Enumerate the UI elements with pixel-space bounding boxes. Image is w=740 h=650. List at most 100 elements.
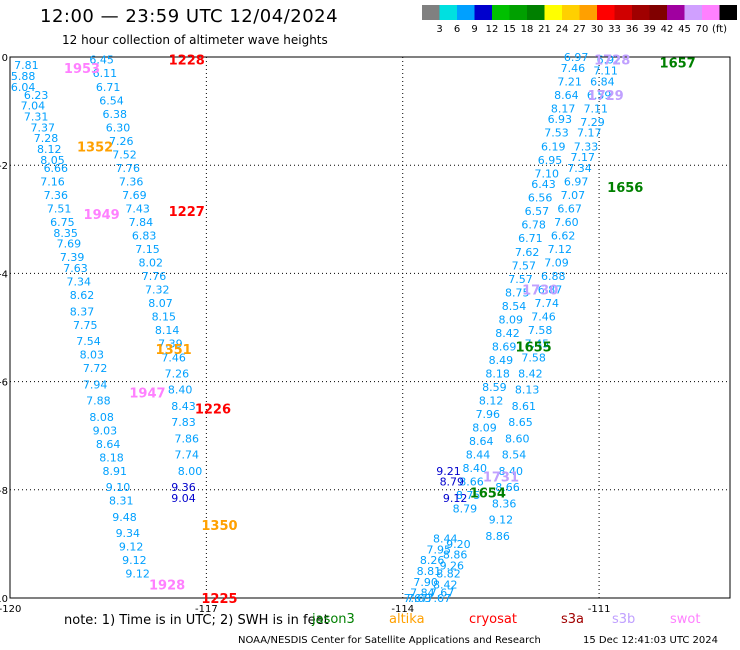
sat-jason3: jason3 — [312, 612, 355, 627]
wave-height-point: 7.11 — [593, 65, 618, 78]
y-tick-label: -4 — [0, 269, 8, 280]
scale-label: 39 — [643, 24, 656, 35]
wave-height-point: 7.17 — [570, 151, 595, 164]
wave-height-point: 8.54 — [502, 300, 527, 313]
wave-height-point: 6.19 — [541, 140, 566, 153]
wave-height-point: 7.10 — [534, 167, 559, 180]
wave-height-point: 8.75 — [505, 286, 530, 299]
wave-height-point: 9.34 — [116, 527, 141, 540]
wave-height-point: 7.39 — [158, 338, 183, 351]
wave-height-point: 8.44 — [466, 449, 491, 462]
scale-label: 9 — [471, 24, 477, 35]
wave-height-point: 7.07 — [561, 189, 586, 202]
wave-height-point: 7.46 — [531, 311, 556, 324]
wave-height-point: 9.12 — [122, 554, 147, 567]
wave-height-point: 8.62 — [70, 289, 95, 302]
scale-label: 12 — [486, 24, 499, 35]
wave-height-point: 6.57 — [525, 205, 550, 218]
wave-height-point: 6.71 — [96, 81, 121, 94]
wave-height-point: 8.64 — [96, 438, 121, 451]
scale-label: 70 — [696, 24, 709, 35]
sat-altika: altika — [389, 612, 425, 627]
wave-height-point: 8.12 — [479, 395, 504, 408]
wave-height-point: 7.74 — [174, 449, 199, 462]
wave-height-point: 7.04 — [21, 100, 46, 113]
wave-height-point: 7.90 — [413, 576, 438, 589]
scale-swatch — [684, 5, 702, 20]
x-tick-label: -117 — [195, 604, 218, 615]
scale-label: 33 — [608, 24, 621, 35]
wave-height-point: 7.17 — [577, 127, 602, 140]
pass-time-label: 1657 — [660, 56, 696, 71]
scale-swatch — [492, 5, 510, 20]
wave-height-point: 8.17 — [551, 102, 576, 115]
scale-label: 18 — [521, 24, 534, 35]
wave-height-point: 7.43 — [125, 202, 150, 215]
wave-height-point: 8.42 — [495, 327, 520, 340]
x-tick-label: -114 — [391, 604, 414, 615]
pass-time-label: 1729 — [588, 89, 624, 104]
wave-height-point: 8.64 — [469, 435, 494, 448]
wave-height-point: 8.42 — [433, 578, 458, 591]
scale-label: 36 — [626, 24, 639, 35]
pass-time-label: 1226 — [195, 403, 231, 418]
wave-height-point: 8.44 — [433, 532, 458, 545]
wave-height-point: 8.42 — [518, 367, 543, 380]
wave-height-point: 6.75 — [50, 216, 75, 229]
wave-height-point: 7.60 — [554, 216, 579, 229]
wave-height-point: 7.58 — [528, 324, 553, 337]
wave-height-point: 7.33 — [574, 140, 599, 153]
wave-height-point: 7.74 — [534, 297, 559, 310]
wave-height-point: 8.59 — [482, 381, 507, 394]
wave-height-point: 8.03 — [80, 349, 105, 362]
scale-label: 45 — [678, 24, 691, 35]
wave-height-point: 7.39 — [60, 251, 85, 264]
page-title: 12:00 — 23:59 UTC 12/04/2024 — [40, 6, 339, 27]
wave-height-point: 8.00 — [178, 465, 203, 478]
wave-height-point: 6.67 — [557, 202, 582, 215]
wave-height-point: 7.67 — [426, 592, 451, 605]
wave-height-point: 9.12 — [119, 541, 144, 554]
wave-height-point: 6.97 — [564, 51, 589, 64]
wave-height-point: 6.97 — [564, 175, 589, 188]
wave-height-point: 7.11 — [584, 102, 609, 115]
x-tick-label: -111 — [588, 604, 611, 615]
wave-height-point: 7.16 — [40, 175, 65, 188]
pass-time-label: 1654 — [470, 487, 506, 502]
wave-height-point: 8.61 — [512, 400, 537, 413]
pass-time-label: 1949 — [84, 208, 120, 223]
credit-timestamp: 15 Dec 12:41:03 UTC 2024 — [583, 635, 718, 646]
sat-s3a: s3a — [561, 612, 585, 627]
wave-height-point: 8.08 — [89, 411, 114, 424]
pass-time-label: 1656 — [607, 181, 643, 196]
scale-label: 6 — [454, 24, 460, 35]
wave-height-point: 7.57 — [508, 273, 533, 286]
wave-height-point: 6.95 — [538, 154, 563, 167]
wave-height-point: 7.63 — [407, 592, 432, 605]
wave-height-point: 8.35 — [53, 227, 78, 240]
wave-height-point: 7.31 — [24, 111, 49, 124]
scale-label: 3 — [436, 24, 442, 35]
wave-height-point: 7.21 — [557, 75, 582, 88]
wave-height-point: 6.84 — [590, 75, 615, 88]
wave-height-point: 7.52 — [112, 148, 137, 161]
wave-height-point: 8.60 — [505, 432, 530, 445]
wave-height-point: 8.86 — [485, 530, 510, 543]
wave-height-point: 8.65 — [508, 416, 533, 429]
wave-height-point: 7.09 — [544, 257, 569, 270]
wave-height-point: 7.34 — [567, 162, 592, 175]
scale-swatch — [702, 5, 720, 20]
wave-height-point: 7.76 — [116, 162, 141, 175]
wave-height-point: 6.71 — [518, 232, 543, 245]
scale-label: 27 — [573, 24, 586, 35]
wave-height-point: 7.32 — [145, 284, 170, 297]
wave-height-point: 6.38 — [102, 108, 127, 121]
wave-height-point: 6.92 — [597, 54, 622, 67]
wave-height-point: 8.37 — [70, 305, 95, 318]
wave-height-point: 8.15 — [152, 311, 177, 324]
y-tick-label: -6 — [0, 378, 8, 389]
wave-height-point: 9.03 — [93, 424, 118, 437]
wave-height-point: 9.21 — [436, 465, 461, 478]
wave-height-point: 7.63 — [63, 262, 88, 275]
